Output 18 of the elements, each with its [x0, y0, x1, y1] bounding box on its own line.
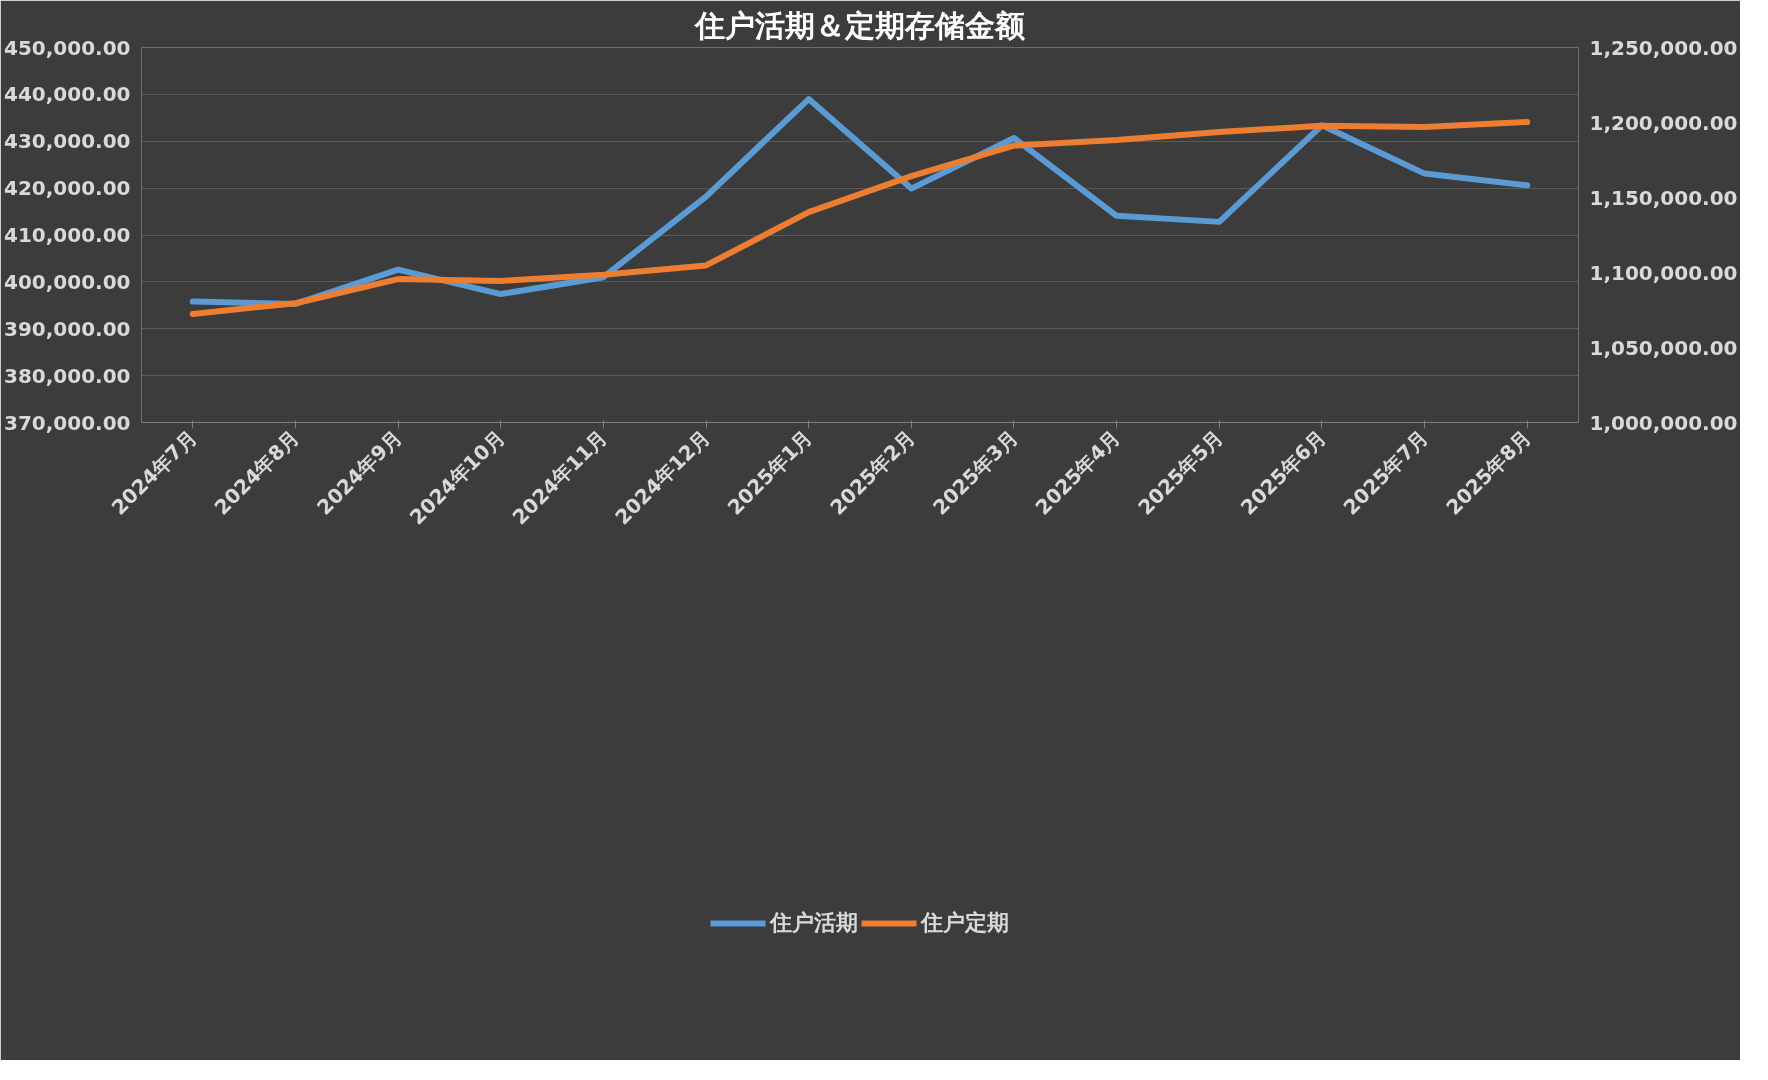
legend-label: 住户活期 [770, 908, 858, 937]
y2-tick-label: 1,050,000.00 [1589, 335, 1738, 360]
y2-tick-label: 1,200,000.00 [1589, 110, 1738, 135]
y-tick-label: 420,000.00 [3, 176, 131, 201]
legend-label: 住户定期 [921, 908, 1009, 937]
y2-tick-label: 1,100,000.00 [1589, 260, 1738, 285]
y2-tick-label: 1,250,000.00 [1589, 35, 1738, 60]
chart-title: 住户活期＆定期存储金额 [693, 7, 1025, 43]
y-tick-label: 440,000.00 [3, 82, 131, 107]
y2-tick-label: 1,000,000.00 [1589, 410, 1738, 435]
y-tick-label: 410,000.00 [3, 223, 131, 247]
y-tick-label: 370,000.00 [3, 410, 131, 435]
y-tick-label: 400,000.00 [3, 269, 131, 294]
y-tick-label: 430,000.00 [3, 129, 131, 154]
y2-tick-label: 1,150,000.00 [1589, 185, 1738, 210]
y-tick-label: 390,000.00 [3, 316, 131, 341]
y-tick-label: 380,000.00 [3, 363, 131, 388]
y-tick-label: 450,000.00 [3, 35, 131, 60]
